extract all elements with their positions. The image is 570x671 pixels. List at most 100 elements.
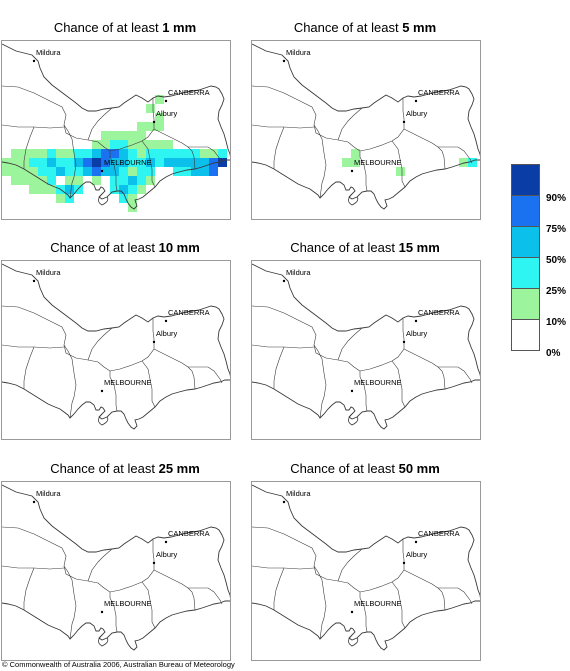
- probability-cell: [164, 149, 173, 158]
- mildura-marker: [32, 59, 36, 63]
- district-boundary: [2, 305, 111, 377]
- probability-cell: [155, 95, 164, 104]
- district-boundary: [313, 344, 327, 419]
- probability-cell: [209, 158, 218, 167]
- probability-cell: [74, 149, 83, 158]
- probability-cell: [119, 185, 128, 194]
- title-threshold: 15 mm: [398, 240, 440, 255]
- probability-cell: [83, 158, 92, 167]
- probability-cell: [137, 140, 146, 149]
- title-prefix: Chance of at least: [53, 20, 163, 35]
- probability-cell: [119, 167, 128, 176]
- probability-cell: [20, 149, 29, 158]
- probability-cell: [182, 167, 191, 176]
- probability-cell: [83, 149, 92, 158]
- district-boundary: [23, 126, 35, 169]
- albury-label: Albury: [406, 550, 428, 559]
- probability-cell: [29, 185, 38, 194]
- probability-cell: [65, 194, 74, 203]
- legend-label-10: 10%: [546, 317, 567, 328]
- district-boundary: [188, 366, 223, 384]
- legend-swatch-10: [511, 288, 540, 320]
- canberra-marker: [164, 99, 168, 103]
- albury-label: Albury: [156, 109, 178, 118]
- melbourne-label: MELBOURNE: [354, 599, 402, 608]
- probability-cell: [110, 140, 119, 149]
- probability-cell: [128, 158, 137, 167]
- mildura-marker: [32, 500, 36, 504]
- albury-label: Albury: [156, 550, 178, 559]
- legend-label-50: 50%: [546, 255, 567, 266]
- mildura-marker: [282, 500, 286, 504]
- probability-cell: [74, 176, 83, 185]
- probability-cell: [101, 149, 110, 158]
- district-boundary: [109, 156, 118, 192]
- probability-cell: [137, 149, 146, 158]
- victoria-map: Mildura CANBERRA Albury MELBOURNE: [252, 263, 480, 430]
- district-boundary: [2, 344, 65, 349]
- panel-title-10mm: Chance of at least 10 mm: [0, 240, 250, 255]
- panel-title-1mm: Chance of at least 1 mm: [0, 20, 250, 35]
- albury-marker: [152, 120, 156, 124]
- district-boundary: [109, 539, 155, 593]
- panel-title-15mm: Chance of at least 15 mm: [240, 240, 490, 255]
- probability-cell: [47, 167, 56, 176]
- probability-cell: [137, 167, 146, 176]
- district-boundary: [391, 140, 406, 188]
- mildura-label: Mildura: [36, 48, 61, 57]
- probability-cell: [191, 149, 200, 158]
- probability-cell: [11, 176, 20, 185]
- probability-cell: [137, 185, 146, 194]
- copyright-notice: © Commonwealth of Australia 2006, Austra…: [2, 660, 235, 669]
- port-phillip-bay: [348, 413, 359, 426]
- district-boundary: [337, 107, 363, 141]
- probability-cell: [110, 131, 119, 140]
- legend-swatch-0: [511, 319, 540, 351]
- probability-cell: [74, 167, 83, 176]
- district-boundary: [188, 587, 223, 605]
- district-boundary: [273, 567, 285, 610]
- canberra-marker: [164, 540, 168, 544]
- probability-cell: [155, 140, 164, 149]
- probability-cell: [38, 149, 47, 158]
- probability-cell: [47, 185, 56, 194]
- title-prefix: Chance of at least: [50, 240, 159, 255]
- probability-cell: [182, 158, 191, 167]
- district-boundary: [337, 548, 363, 582]
- probability-cell: [11, 149, 20, 158]
- district-boundary: [23, 346, 35, 389]
- district-boundary: [273, 346, 285, 389]
- district-boundary: [2, 526, 111, 598]
- probability-cell: [468, 158, 477, 167]
- probability-cell: [128, 149, 137, 158]
- probability-cell: [38, 158, 47, 167]
- district-boundary: [273, 126, 285, 169]
- probability-cell: [92, 158, 101, 167]
- probability-cell: [137, 158, 146, 167]
- port-phillip-bay: [98, 193, 109, 206]
- district-boundary: [63, 124, 77, 199]
- district-boundary: [359, 156, 368, 192]
- probability-cell: [146, 149, 155, 158]
- probability-cell: [74, 185, 83, 194]
- probability-cell: [56, 194, 65, 203]
- probability-cell: [110, 158, 119, 167]
- probability-cell: [396, 167, 405, 176]
- probability-cell: [101, 140, 110, 149]
- probability-cell: [20, 167, 29, 176]
- victoria-map: Mildura CANBERRA Albury MELBOURNE: [252, 484, 480, 651]
- melbourne-marker: [350, 610, 354, 614]
- probability-cell: [209, 149, 218, 158]
- probability-cell: [74, 158, 83, 167]
- probability-cell: [173, 167, 182, 176]
- district-boundary: [359, 597, 368, 633]
- melbourne-label: MELBOURNE: [104, 599, 152, 608]
- title-threshold: 5 mm: [402, 20, 437, 35]
- probability-cell: [29, 167, 38, 176]
- probability-cell: [146, 122, 155, 131]
- map-panel-50mm: Mildura CANBERRA Albury MELBOURNE: [251, 481, 481, 661]
- probability-cell: [128, 185, 137, 194]
- mildura-label: Mildura: [286, 48, 311, 57]
- canberra-label: CANBERRA: [418, 88, 460, 97]
- district-boundary: [87, 107, 113, 141]
